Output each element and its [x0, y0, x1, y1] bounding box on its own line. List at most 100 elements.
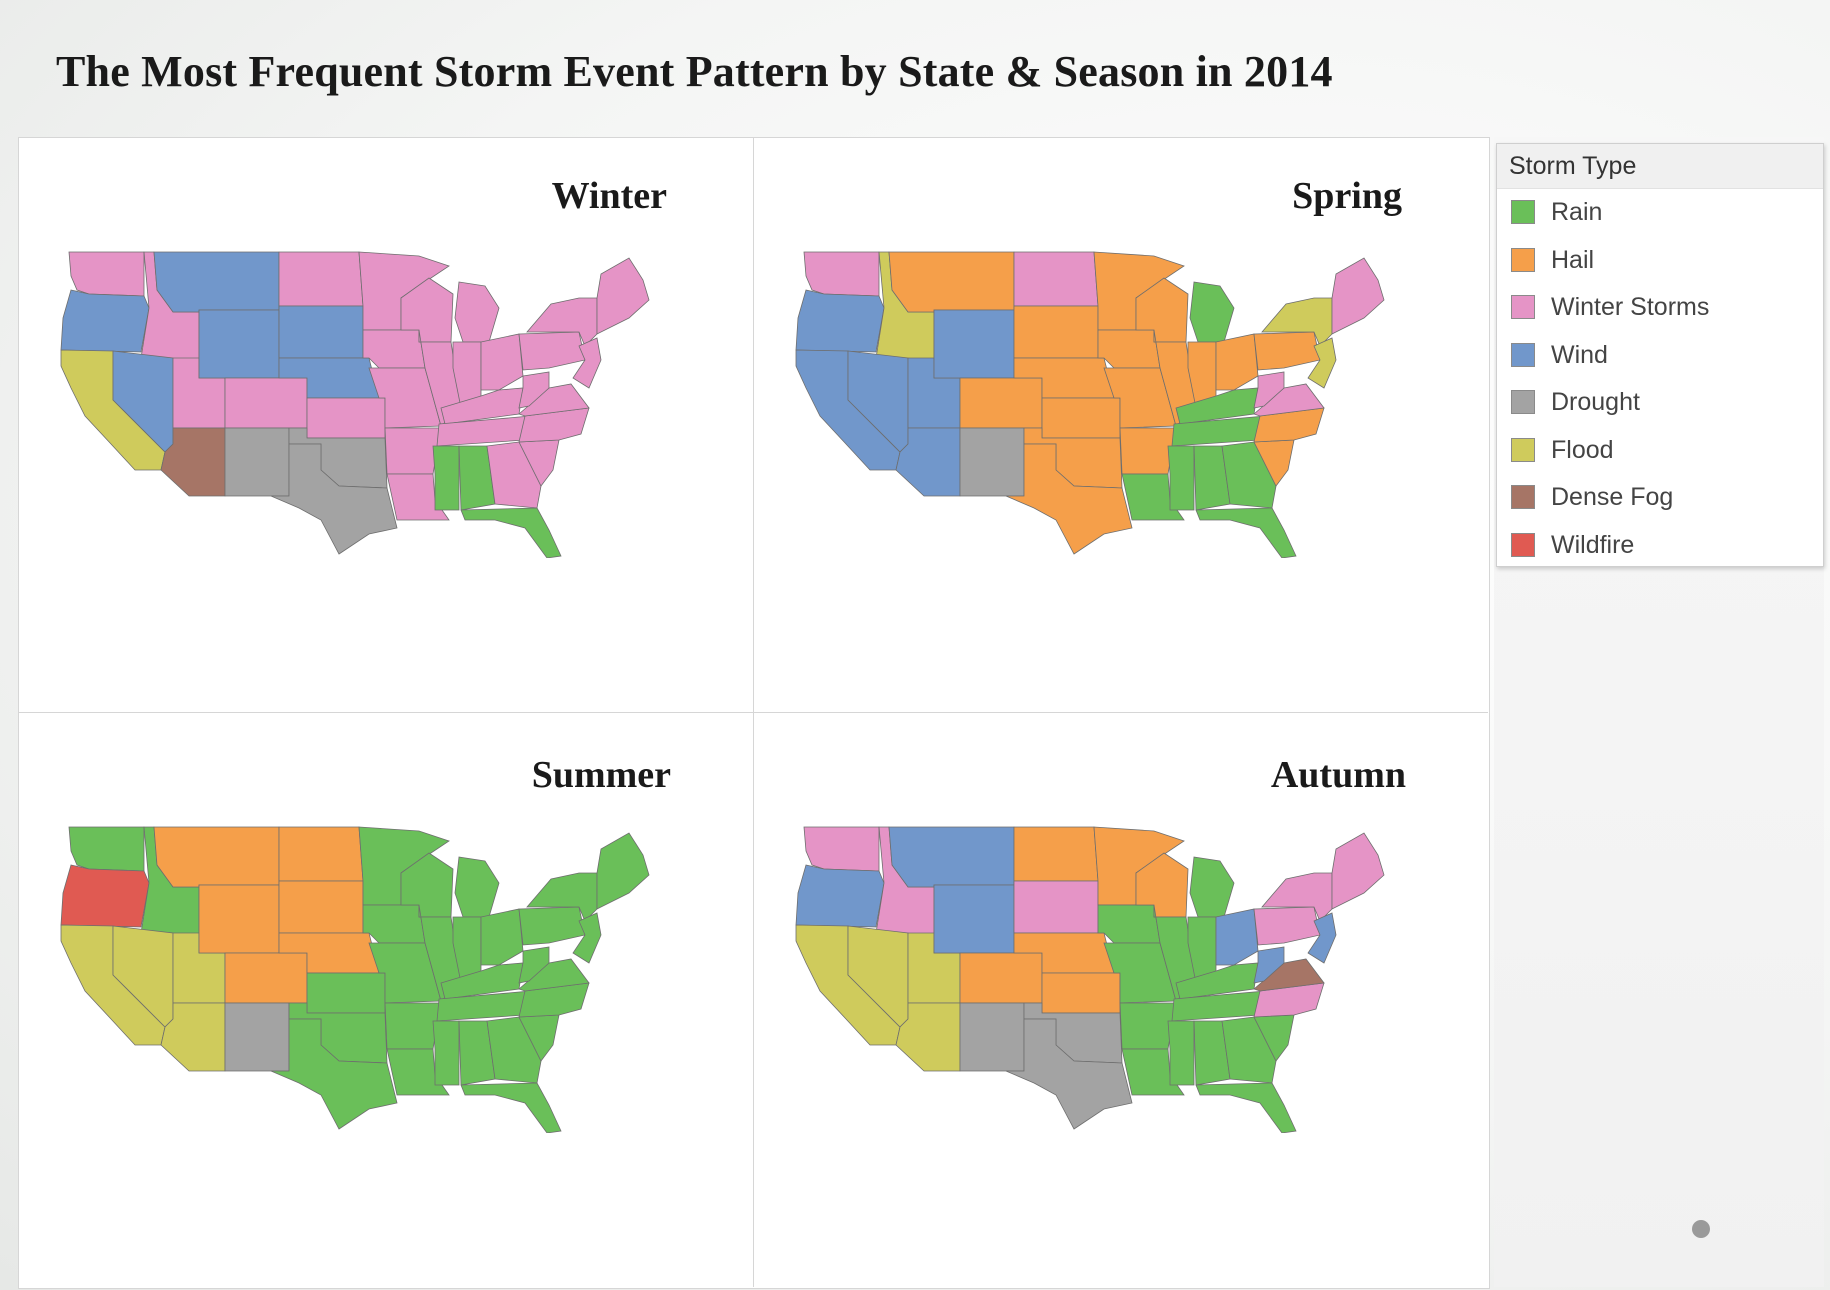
legend-item-dense-fog[interactable]: Dense Fog: [1497, 474, 1823, 522]
state-ia[interactable]: [362, 329, 426, 369]
state-ms[interactable]: [432, 445, 460, 511]
state-or[interactable]: [60, 864, 150, 928]
state-nd[interactable]: [278, 251, 364, 307]
state-ia[interactable]: [1097, 904, 1161, 944]
state-mt[interactable]: [153, 826, 280, 888]
legend-swatch: [1511, 390, 1535, 414]
state-sd[interactable]: [278, 305, 364, 359]
state-wa[interactable]: [68, 251, 145, 297]
state-oh[interactable]: [480, 333, 524, 391]
state-ks[interactable]: [306, 972, 386, 1014]
state-ms[interactable]: [432, 1020, 460, 1086]
state-wa[interactable]: [68, 826, 145, 872]
season-label: Spring: [1292, 175, 1402, 217]
state-ne_region[interactable]: [1331, 832, 1385, 910]
state-ne_region[interactable]: [596, 832, 650, 910]
state-nm[interactable]: [959, 1002, 1025, 1072]
state-mt[interactable]: [888, 251, 1015, 313]
state-wy[interactable]: [198, 884, 280, 954]
state-mi[interactable]: [454, 281, 500, 343]
state-nd[interactable]: [1013, 251, 1099, 307]
state-nd[interactable]: [278, 826, 364, 882]
state-ms[interactable]: [1167, 1020, 1195, 1086]
state-mid_atl[interactable]: [1307, 912, 1337, 964]
legend-item-drought[interactable]: Drought: [1497, 379, 1823, 427]
state-ne_region[interactable]: [1331, 257, 1385, 335]
legend[interactable]: Storm Type Rain Hail Winter Storms Wind Drou…: [1496, 143, 1824, 567]
state-oh[interactable]: [1215, 908, 1259, 966]
state-fl[interactable]: [460, 1082, 562, 1133]
state-co[interactable]: [959, 377, 1043, 429]
state-ks[interactable]: [1041, 972, 1121, 1014]
state-tx[interactable]: [1005, 1018, 1133, 1130]
state-ks[interactable]: [1041, 397, 1121, 439]
state-wa[interactable]: [803, 826, 880, 872]
state-ga[interactable]: [1221, 1016, 1277, 1084]
state-ar[interactable]: [1119, 427, 1177, 475]
state-nd[interactable]: [1013, 826, 1099, 882]
state-ar[interactable]: [1119, 1002, 1177, 1050]
state-sd[interactable]: [1013, 880, 1099, 934]
state-nm[interactable]: [224, 1002, 290, 1072]
state-ne_region[interactable]: [596, 257, 650, 335]
state-sd[interactable]: [278, 880, 364, 934]
state-tx[interactable]: [270, 443, 398, 555]
legend-item-wildfire[interactable]: Wildfire: [1497, 522, 1823, 570]
state-mid_atl[interactable]: [572, 337, 602, 389]
legend-swatch: [1511, 342, 1535, 367]
state-wv[interactable]: [518, 946, 550, 984]
state-nm[interactable]: [224, 427, 290, 497]
state-ga[interactable]: [1221, 441, 1277, 509]
state-wy[interactable]: [198, 309, 280, 379]
state-fl[interactable]: [1195, 1082, 1297, 1133]
state-ia[interactable]: [362, 904, 426, 944]
legend-swatch: [1511, 295, 1535, 319]
state-fl[interactable]: [460, 507, 562, 558]
season-label: Autumn: [1270, 754, 1406, 796]
state-nm[interactable]: [959, 427, 1025, 497]
legend-item-winter-storms[interactable]: Winter Storms: [1497, 284, 1823, 332]
legend-item-wind[interactable]: Wind: [1497, 332, 1823, 380]
state-pa[interactable]: [1253, 331, 1321, 371]
state-mid_atl[interactable]: [572, 912, 602, 964]
state-or[interactable]: [60, 289, 150, 353]
state-sd[interactable]: [1013, 305, 1099, 359]
state-co[interactable]: [224, 377, 308, 429]
state-pa[interactable]: [518, 331, 586, 371]
state-mt[interactable]: [888, 826, 1015, 888]
legend-swatch: [1511, 247, 1535, 272]
state-pa[interactable]: [518, 906, 586, 946]
state-ks[interactable]: [306, 397, 386, 439]
state-wv[interactable]: [518, 371, 550, 409]
state-mi[interactable]: [1189, 856, 1235, 918]
legend-item-rain[interactable]: Rain: [1497, 189, 1823, 237]
state-oh[interactable]: [1215, 333, 1259, 391]
state-wy[interactable]: [933, 309, 1015, 379]
state-wv[interactable]: [1253, 371, 1285, 409]
state-ga[interactable]: [486, 441, 542, 509]
legend-item-flood[interactable]: Flood: [1497, 427, 1823, 475]
state-co[interactable]: [224, 952, 308, 1004]
state-tx[interactable]: [1005, 443, 1133, 555]
state-wy[interactable]: [933, 884, 1015, 954]
state-mt[interactable]: [153, 251, 280, 313]
state-or[interactable]: [795, 289, 885, 353]
state-ms[interactable]: [1167, 445, 1195, 511]
state-mid_atl[interactable]: [1307, 337, 1337, 389]
state-ia[interactable]: [1097, 329, 1161, 369]
state-ar[interactable]: [384, 1002, 442, 1050]
state-pa[interactable]: [1253, 906, 1321, 946]
state-wv[interactable]: [1253, 946, 1285, 984]
legend-label: Flood: [1551, 435, 1614, 464]
state-oh[interactable]: [480, 908, 524, 966]
state-ar[interactable]: [384, 427, 442, 475]
state-or[interactable]: [795, 864, 885, 928]
state-mi[interactable]: [1189, 281, 1235, 343]
state-tx[interactable]: [270, 1018, 398, 1130]
state-fl[interactable]: [1195, 507, 1297, 558]
state-mi[interactable]: [454, 856, 500, 918]
state-wa[interactable]: [803, 251, 880, 297]
legend-item-hail[interactable]: Hail: [1497, 237, 1823, 285]
state-ga[interactable]: [486, 1016, 542, 1084]
state-co[interactable]: [959, 952, 1043, 1004]
